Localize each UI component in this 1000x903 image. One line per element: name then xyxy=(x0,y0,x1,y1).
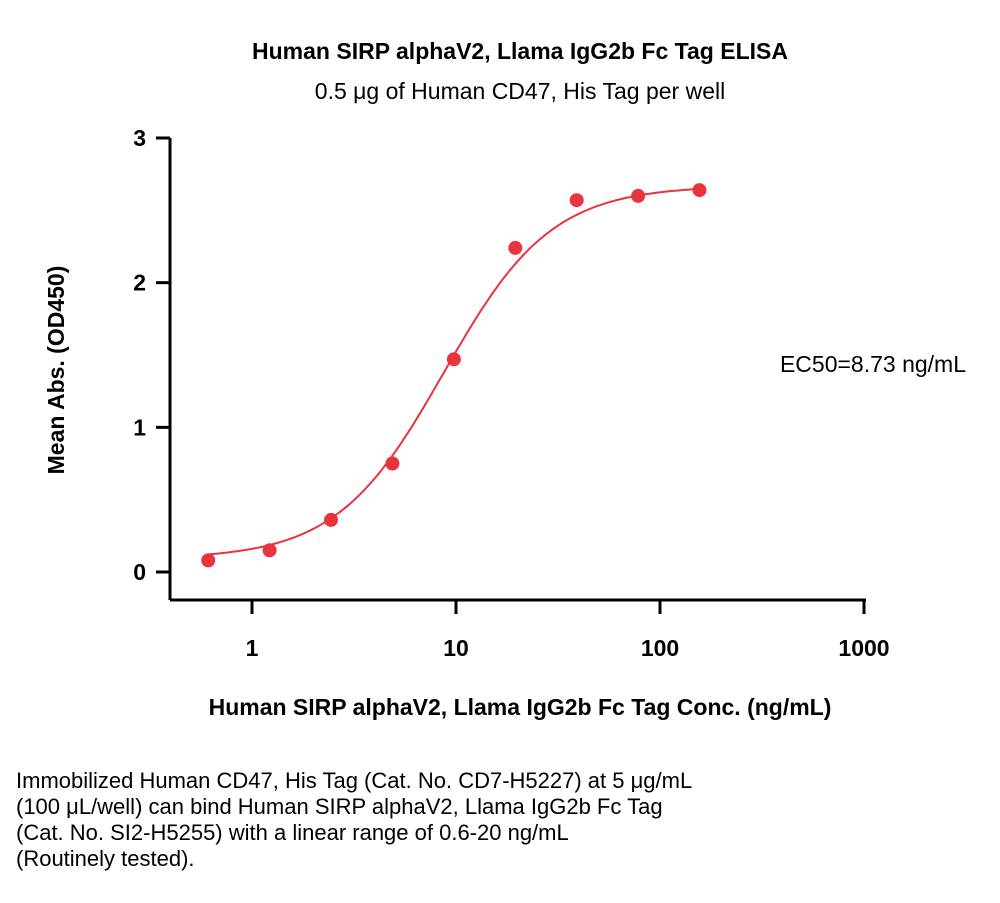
data-point xyxy=(201,553,216,568)
data-point xyxy=(385,456,400,471)
ticks: 0 1 2 3 1 10 100 1000 xyxy=(133,125,889,661)
data-points xyxy=(201,183,707,568)
caption-line: (Routinely tested). xyxy=(16,846,195,871)
y-tick-label: 1 xyxy=(133,414,146,440)
ec50-annotation: EC50=8.73 ng/mL xyxy=(780,351,966,377)
y-tick-label: 3 xyxy=(133,125,146,151)
chart-title: Human SIRP alphaV2, Llama IgG2b Fc Tag E… xyxy=(252,38,788,64)
y-tick-label: 0 xyxy=(133,559,146,585)
data-point xyxy=(631,188,646,203)
data-point xyxy=(262,543,277,558)
y-tick-label: 2 xyxy=(133,270,146,296)
axes xyxy=(168,138,866,602)
x-tick-label: 1 xyxy=(246,635,259,661)
x-tick-label: 100 xyxy=(641,635,679,661)
caption-line: (100 μL/well) can bind Human SIRP alphaV… xyxy=(16,794,663,819)
y-axis-title: Mean Abs. (OD450) xyxy=(43,266,69,475)
figure-caption: Immobilized Human CD47, His Tag (Cat. No… xyxy=(16,768,976,872)
fit-curve xyxy=(208,187,700,556)
caption-line: Immobilized Human CD47, His Tag (Cat. No… xyxy=(16,768,693,793)
data-point xyxy=(508,240,523,255)
x-tick-label: 1000 xyxy=(838,635,889,661)
x-axis-title: Human SIRP alphaV2, Llama IgG2b Fc Tag C… xyxy=(209,694,832,720)
data-point xyxy=(446,352,461,367)
x-tick-label: 10 xyxy=(443,635,469,661)
data-point xyxy=(569,193,584,208)
data-point xyxy=(324,512,338,527)
chart-plot: 0 1 2 3 1 10 100 1000 Mean Abs. (OD450) Human S… xyxy=(43,125,966,720)
caption-line: (Cat. No. SI2-H5255) with a linear range… xyxy=(16,820,569,845)
data-point xyxy=(692,183,707,198)
chart-subtitle: 0.5 μg of Human CD47, His Tag per well xyxy=(314,78,726,104)
